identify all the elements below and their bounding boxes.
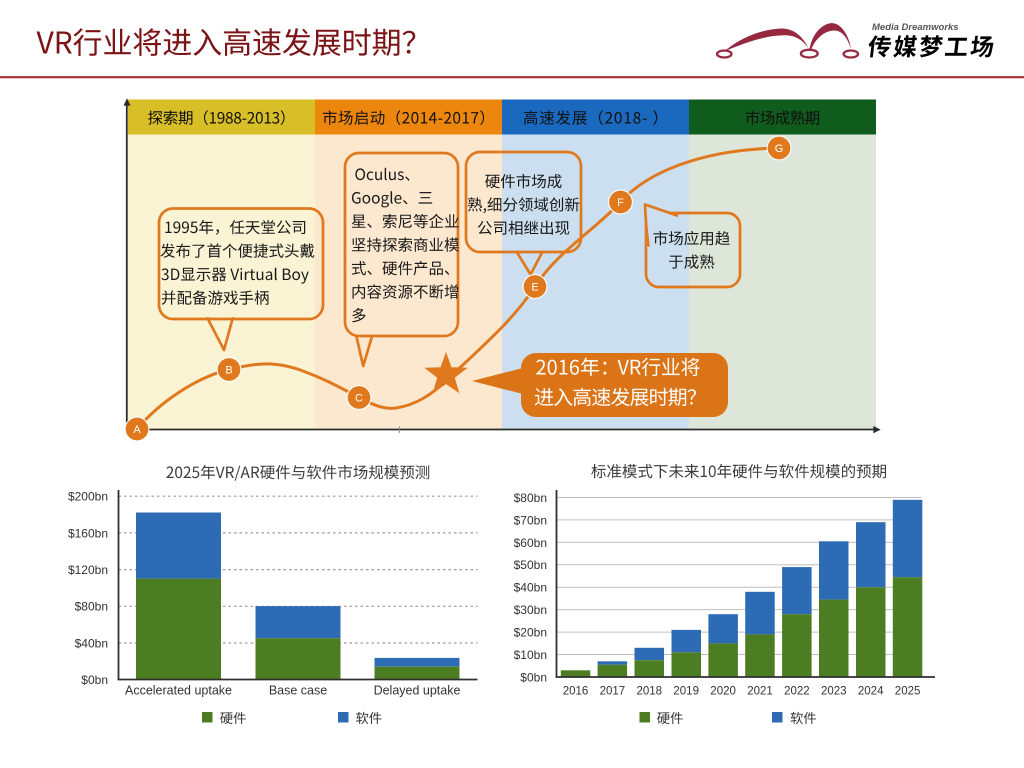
svg-text:$120bn: $120bn (68, 563, 108, 577)
svg-text:$70bn: $70bn (514, 513, 547, 527)
svg-text:2021: 2021 (747, 685, 773, 697)
svg-text:F: F (617, 197, 624, 209)
svg-text:G: G (775, 143, 784, 155)
svg-text:C: C (355, 393, 363, 405)
svg-text:$10bn: $10bn (514, 648, 547, 662)
svg-text:2025: 2025 (895, 685, 921, 697)
svg-text:$30bn: $30bn (514, 603, 547, 617)
svg-text:Base case: Base case (269, 684, 327, 698)
svg-text:Delayed uptake: Delayed uptake (374, 684, 461, 698)
svg-text:2017: 2017 (600, 685, 626, 697)
svg-text:A: A (133, 424, 141, 436)
svg-text:$0bn: $0bn (81, 673, 108, 687)
svg-text:$40bn: $40bn (75, 636, 108, 650)
svg-text:$20bn: $20bn (514, 625, 547, 639)
svg-text:$50bn: $50bn (514, 558, 547, 572)
svg-text:$80bn: $80bn (75, 600, 108, 614)
svg-text:$60bn: $60bn (514, 536, 547, 550)
svg-text:2020: 2020 (710, 685, 736, 697)
svg-text:$80bn: $80bn (514, 491, 547, 505)
svg-text:$160bn: $160bn (68, 526, 108, 540)
svg-text:$40bn: $40bn (514, 581, 547, 595)
svg-text:2022: 2022 (784, 685, 810, 697)
svg-text:2023: 2023 (821, 685, 847, 697)
svg-text:2018: 2018 (637, 685, 663, 697)
svg-text:$200bn: $200bn (68, 490, 108, 504)
svg-text:2016: 2016 (563, 685, 589, 697)
svg-text:B: B (225, 365, 232, 377)
svg-text:$0bn: $0bn (520, 670, 547, 684)
svg-text:2019: 2019 (673, 685, 699, 697)
svg-text:2024: 2024 (858, 685, 884, 697)
svg-text:Media Dreamworks: Media Dreamworks (872, 22, 959, 33)
svg-text:Accelerated uptake: Accelerated uptake (125, 684, 232, 698)
svg-text:E: E (531, 282, 538, 294)
